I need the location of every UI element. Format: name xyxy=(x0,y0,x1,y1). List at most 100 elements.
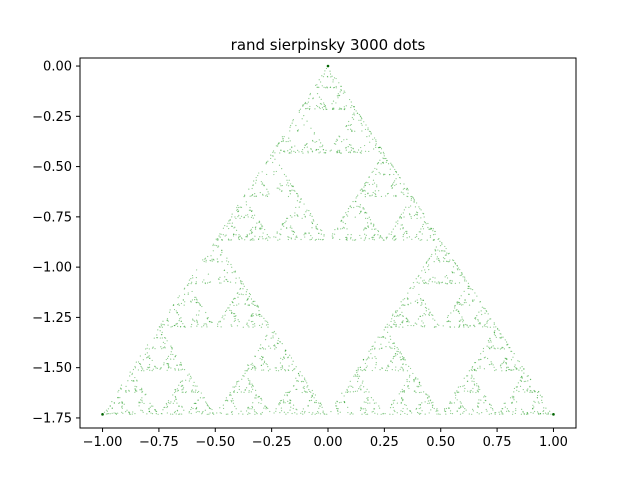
scatter-point xyxy=(321,85,323,87)
scatter-point xyxy=(304,232,306,234)
scatter-point xyxy=(400,213,402,215)
scatter-point xyxy=(458,407,460,409)
scatter-point xyxy=(123,403,125,405)
scatter-point xyxy=(322,410,324,412)
scatter-point xyxy=(281,366,283,368)
scatter-point xyxy=(354,375,357,377)
scatter-point xyxy=(386,159,388,162)
scatter-point xyxy=(387,365,389,367)
scatter-point xyxy=(350,144,352,146)
scatter-point xyxy=(151,359,153,362)
scatter-point xyxy=(323,103,325,106)
scatter-point xyxy=(190,408,192,411)
scatter-point xyxy=(263,317,265,320)
scatter-point xyxy=(359,204,362,206)
scatter-point xyxy=(365,228,367,230)
scatter-point xyxy=(475,317,477,319)
scatter-point xyxy=(275,369,277,372)
scatter-point xyxy=(311,237,314,239)
scatter-point xyxy=(408,365,410,367)
scatter-point xyxy=(160,367,162,369)
scatter-point xyxy=(267,321,269,324)
scatter-point xyxy=(543,407,545,409)
scatter-point xyxy=(446,277,449,279)
scatter-point xyxy=(461,318,463,320)
scatter-point xyxy=(246,289,248,291)
scatter-point xyxy=(479,365,481,367)
scatter-point xyxy=(432,230,434,232)
scatter-point xyxy=(473,383,476,385)
scatter-point xyxy=(410,205,412,207)
scatter-point xyxy=(164,337,166,339)
scatter-point xyxy=(280,228,282,230)
scatter-point xyxy=(513,353,515,355)
scatter-point xyxy=(502,362,505,364)
scatter-point xyxy=(321,146,323,148)
scatter-point xyxy=(357,370,359,372)
scatter-point xyxy=(148,348,150,350)
scatter-point xyxy=(442,257,445,259)
scatter-point xyxy=(268,345,270,347)
scatter-point xyxy=(523,368,525,370)
scatter-point xyxy=(368,195,371,197)
scatter-point xyxy=(373,402,376,404)
scatter-point xyxy=(195,314,198,316)
scatter-point xyxy=(402,228,404,230)
scatter-point xyxy=(273,332,275,334)
scatter-point xyxy=(117,391,119,393)
scatter-point xyxy=(336,151,339,153)
scatter-point xyxy=(241,378,243,380)
scatter-point xyxy=(246,323,248,325)
scatter-point xyxy=(346,215,349,217)
scatter-point xyxy=(265,195,267,197)
scatter-point xyxy=(222,315,224,317)
scatter-point xyxy=(462,321,464,323)
scatter-point xyxy=(467,390,469,392)
scatter-point xyxy=(255,176,257,179)
scatter-point xyxy=(387,163,390,165)
scatter-point xyxy=(261,315,263,317)
scatter-point xyxy=(292,120,294,122)
scatter-point xyxy=(501,347,503,349)
scatter-point xyxy=(217,238,219,240)
scatter-point xyxy=(279,238,281,240)
scatter-point xyxy=(247,325,249,327)
scatter-point xyxy=(231,216,233,218)
scatter-point xyxy=(221,317,223,319)
scatter-point xyxy=(515,368,517,370)
scatter-point xyxy=(294,145,296,147)
scatter-point xyxy=(252,402,254,404)
scatter-point xyxy=(392,406,394,409)
scatter-point xyxy=(482,326,484,328)
scatter-point xyxy=(365,409,367,411)
scatter-point xyxy=(411,238,413,240)
scatter-point xyxy=(421,233,423,235)
scatter-point xyxy=(252,301,254,303)
scatter-point xyxy=(298,375,301,377)
scatter-point xyxy=(463,410,465,413)
scatter-point xyxy=(285,140,287,143)
scatter-point xyxy=(434,319,436,321)
scatter-point xyxy=(153,337,155,339)
scatter-point xyxy=(367,127,369,129)
scatter-point xyxy=(471,376,473,378)
scatter-point xyxy=(399,356,401,358)
scatter-point xyxy=(370,133,372,135)
scatter-point xyxy=(481,306,483,308)
scatter-point xyxy=(359,234,361,237)
scatter-point xyxy=(358,205,360,208)
scatter-point xyxy=(330,149,332,151)
scatter-point xyxy=(369,131,371,133)
scatter-point xyxy=(258,309,260,312)
y-tick-label: −1.25 xyxy=(32,311,72,326)
scatter-point xyxy=(390,360,392,362)
scatter-point xyxy=(466,380,469,382)
scatter-point xyxy=(179,413,181,415)
scatter-point xyxy=(385,326,387,328)
scatter-point xyxy=(484,399,486,401)
scatter-point xyxy=(378,190,380,192)
scatter-point xyxy=(456,264,458,267)
scatter-point xyxy=(310,238,312,240)
scatter-point xyxy=(190,326,192,328)
scatter-point xyxy=(314,108,316,110)
